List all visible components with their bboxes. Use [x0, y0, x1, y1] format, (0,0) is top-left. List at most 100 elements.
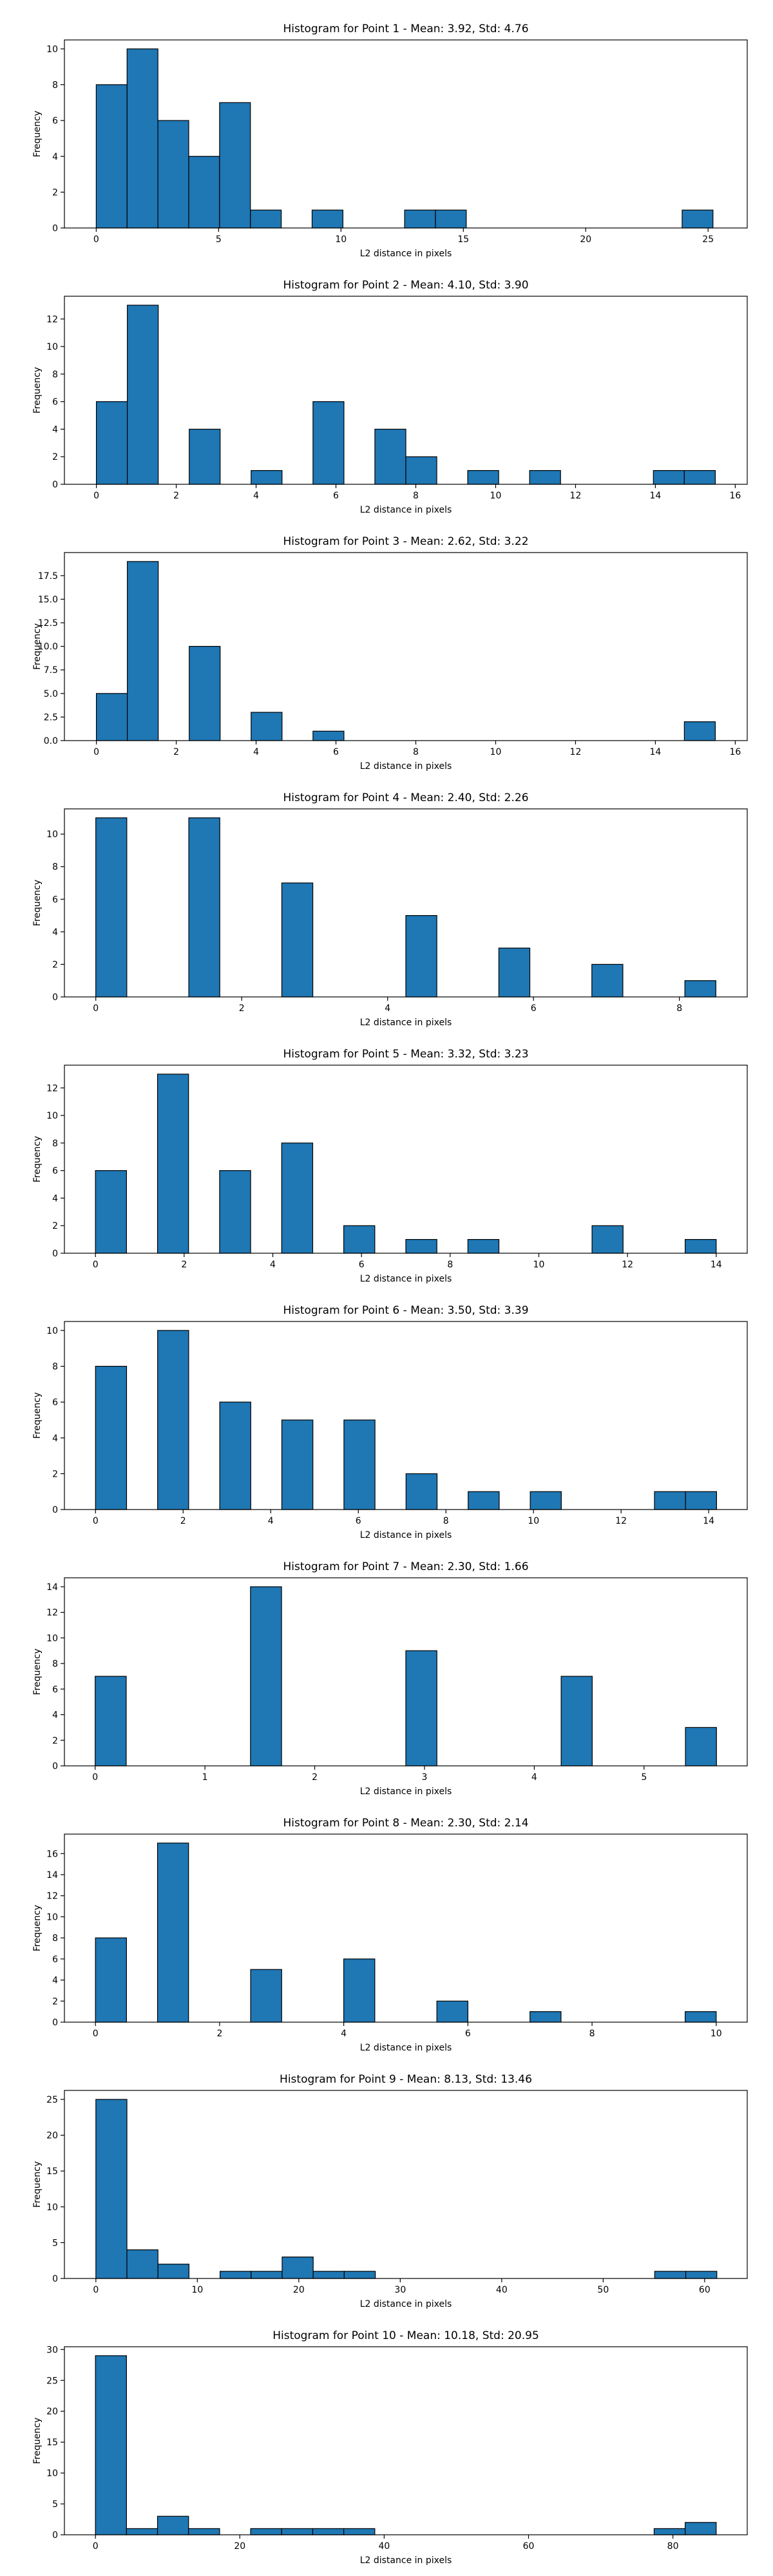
histogram-bar	[405, 914, 437, 998]
histogram-bar	[685, 1491, 718, 1510]
x-tick-label: 4	[270, 1260, 276, 1270]
x-tick-label: 6	[333, 747, 339, 757]
y-tick-label: 4	[52, 424, 58, 435]
x-tick-label: 2	[181, 1260, 187, 1270]
histogram-bar	[682, 209, 714, 229]
histogram-bar	[126, 2249, 158, 2279]
x-tick-label: 14	[711, 1260, 722, 1270]
histogram-bar	[282, 2257, 314, 2279]
histogram-bar	[188, 156, 220, 229]
histogram-bar	[281, 882, 314, 998]
axes-frame	[64, 1577, 748, 1766]
x-tick-label: 10	[533, 1260, 545, 1270]
x-tick-label: 12	[622, 1260, 633, 1270]
histogram-chart-5: Histogram for Point 5 - Mean: 3.32, Std:…	[32, 1048, 748, 1284]
y-tick-label: 6	[52, 1166, 58, 1177]
chart-title: Histogram for Point 4 - Mean: 2.40, Std:…	[283, 791, 528, 804]
x-tick-label: 0	[93, 1260, 99, 1270]
x-tick-label: 0	[93, 491, 99, 501]
histogram-bar	[343, 1419, 376, 1510]
x-tick-label: 2	[173, 491, 179, 501]
histogram-bar	[250, 209, 282, 229]
y-tick-label: 20	[46, 2407, 58, 2417]
y-tick-label: 8	[52, 1362, 58, 1372]
y-tick-label: 10	[46, 44, 58, 55]
histogram-bar	[157, 1330, 189, 1510]
y-tick-label: 5	[52, 2499, 58, 2510]
histogram-bar	[157, 1074, 189, 1254]
axes-frame	[64, 2346, 748, 2535]
histogram-bar	[157, 1842, 189, 2023]
y-tick-label: 14	[46, 1582, 58, 1593]
y-tick-label: 5	[52, 2238, 58, 2248]
histogram-bar	[95, 693, 128, 741]
y-tick-label: 0	[52, 1505, 58, 1515]
x-tick-label: 16	[729, 747, 741, 757]
histogram-bar	[343, 1958, 376, 2023]
y-tick-label: 0	[52, 223, 58, 234]
x-tick-label: 15	[457, 234, 469, 245]
x-tick-label: 14	[703, 1516, 714, 1526]
x-tick-label: 0	[93, 1516, 99, 1526]
histogram-bar	[95, 1937, 127, 2023]
y-tick-label: 12.5	[38, 618, 58, 629]
x-tick-label: 1	[202, 1772, 208, 1783]
histogram-bar	[312, 401, 345, 485]
y-tick-label: 7.5	[44, 665, 58, 676]
histogram-bar	[653, 470, 685, 485]
x-tick-label: 6	[465, 2029, 471, 2039]
histogram-chart-2: Histogram for Point 2 - Mean: 4.10, Std:…	[32, 279, 748, 515]
chart-title: Histogram for Point 3 - Mean: 2.62, Std:…	[283, 535, 528, 548]
y-tick-label: 6	[52, 895, 58, 905]
histogram-bar	[405, 1239, 437, 1254]
histogram-bar	[281, 1419, 314, 1510]
x-tick-label: 0	[92, 1772, 98, 1783]
x-tick-label: 25	[702, 234, 714, 245]
y-tick-label: 25	[46, 2376, 58, 2386]
histogram-bar	[251, 712, 283, 741]
y-tick-label: 16	[46, 1849, 58, 1859]
x-tick-label: 5	[641, 1772, 647, 1783]
histogram-bar	[250, 1969, 282, 2023]
x-tick-label: 8	[413, 747, 419, 757]
y-tick-label: 0	[52, 2530, 58, 2541]
x-tick-label: 5	[216, 234, 222, 245]
y-tick-label: 2	[52, 452, 58, 462]
y-tick-label: 0	[52, 1249, 58, 1259]
histogram-bar	[343, 2271, 376, 2279]
histogram-bar	[126, 48, 158, 229]
y-tick-label: 10	[46, 1633, 58, 1643]
x-tick-label: 50	[597, 2285, 609, 2295]
chart-title: Histogram for Point 8 - Mean: 2.30, Std:…	[283, 1817, 528, 1830]
histogram-bar	[530, 2011, 562, 2023]
y-tick-label: 10	[46, 2202, 58, 2213]
histogram-bar	[684, 980, 716, 998]
chart-title: Histogram for Point 5 - Mean: 3.32, Std:…	[283, 1048, 528, 1061]
x-tick-label: 10	[711, 2029, 722, 2039]
y-axis-label: Frequency	[32, 367, 43, 413]
x-tick-label: 6	[356, 1516, 361, 1526]
axes-frame	[64, 1833, 748, 2023]
chart-title: Histogram for Point 6 - Mean: 3.50, Std:…	[283, 1304, 528, 1317]
histogram-bar	[343, 2528, 376, 2535]
y-tick-label: 10	[46, 1111, 58, 1121]
y-tick-label: 8	[52, 1933, 58, 1944]
histogram-bar	[188, 817, 220, 998]
x-tick-label: 0	[93, 747, 99, 757]
histogram-bar	[467, 470, 499, 485]
y-tick-label: 10	[46, 342, 58, 352]
y-tick-label: 10	[46, 829, 58, 840]
histogram-bar	[127, 561, 159, 741]
x-axis-label: L2 distance in pixels	[360, 761, 452, 772]
y-tick-label: 6	[52, 1397, 58, 1408]
y-tick-label: 4	[52, 1710, 58, 1721]
y-tick-label: 25	[46, 2095, 58, 2105]
histogram-bar	[157, 2264, 190, 2279]
x-tick-label: 2	[312, 1772, 318, 1783]
histogram-bar	[405, 1650, 437, 1766]
chart-title: Histogram for Point 2 - Mean: 4.10, Std:…	[283, 279, 528, 292]
y-tick-label: 4	[52, 152, 58, 162]
x-tick-label: 20	[234, 2541, 245, 2552]
histogram-chart-8: Histogram for Point 8 - Mean: 2.30, Std:…	[32, 1817, 748, 2053]
histogram-bar	[405, 456, 437, 485]
